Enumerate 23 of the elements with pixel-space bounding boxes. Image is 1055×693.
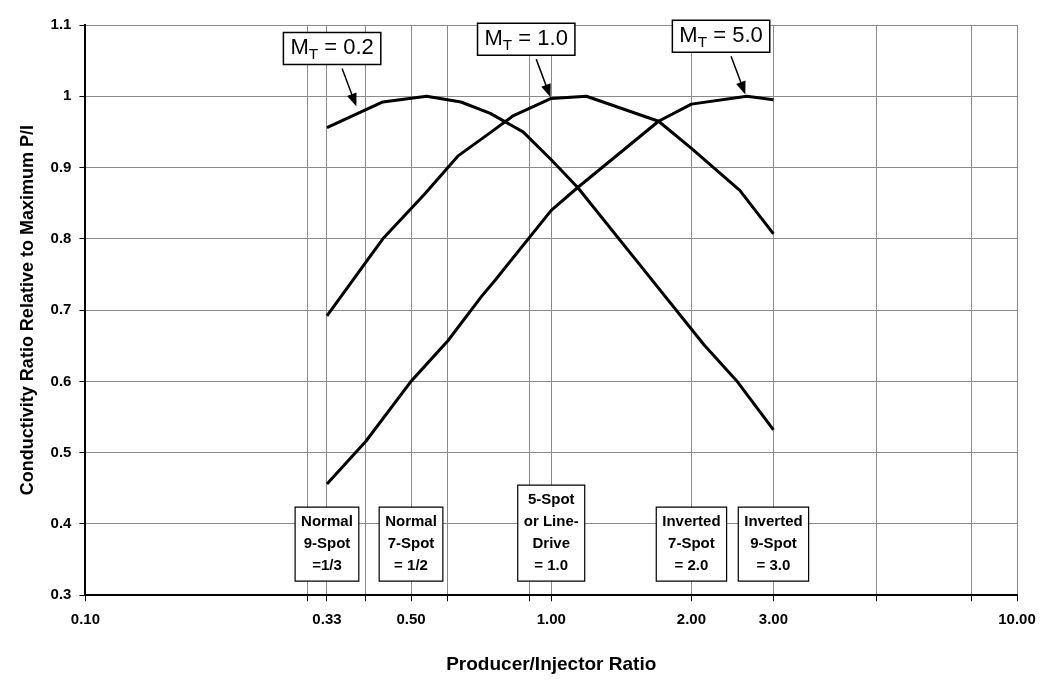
- y-tick-label: 1.1: [50, 15, 72, 33]
- x-tick-label: 3.00: [758, 610, 789, 628]
- x-tick-label: 10.00: [998, 610, 1036, 628]
- y-tick-label: 0.4: [50, 514, 73, 532]
- y-tick-label: 0.5: [50, 442, 72, 460]
- x-tick-label: 0.33: [312, 610, 342, 628]
- y-tick-label: 0.9: [50, 157, 72, 175]
- y-tick-label: 0.7: [50, 300, 72, 318]
- annotation: 5-Spot or Line- Drive = 1.0: [523, 490, 579, 574]
- y-tick-label: 1: [63, 86, 72, 104]
- y-axis-title: Conductivity Ratio Relative to Maximum P/I: [16, 125, 37, 496]
- x-tick-label: 1.00: [536, 610, 566, 628]
- y-tick-label: 0.8: [50, 228, 72, 246]
- annotation: Inverted 9-Spot = 3.0: [744, 512, 803, 574]
- annotation: Normal 9-Spot =1/3: [301, 512, 353, 574]
- y-tick-label: 0.6: [50, 371, 72, 389]
- x-tick-label: 2.00: [676, 610, 707, 628]
- annotation: Normal 7-Spot = 1/2: [385, 512, 437, 574]
- y-tick-label: 0.3: [50, 585, 72, 603]
- x-tick-label: 0.10: [70, 610, 101, 628]
- x-tick-label: 0.50: [396, 610, 426, 628]
- annotation: Inverted 7-Spot = 2.0: [662, 512, 721, 574]
- x-axis-title: Producer/Injector Ratio: [446, 652, 657, 674]
